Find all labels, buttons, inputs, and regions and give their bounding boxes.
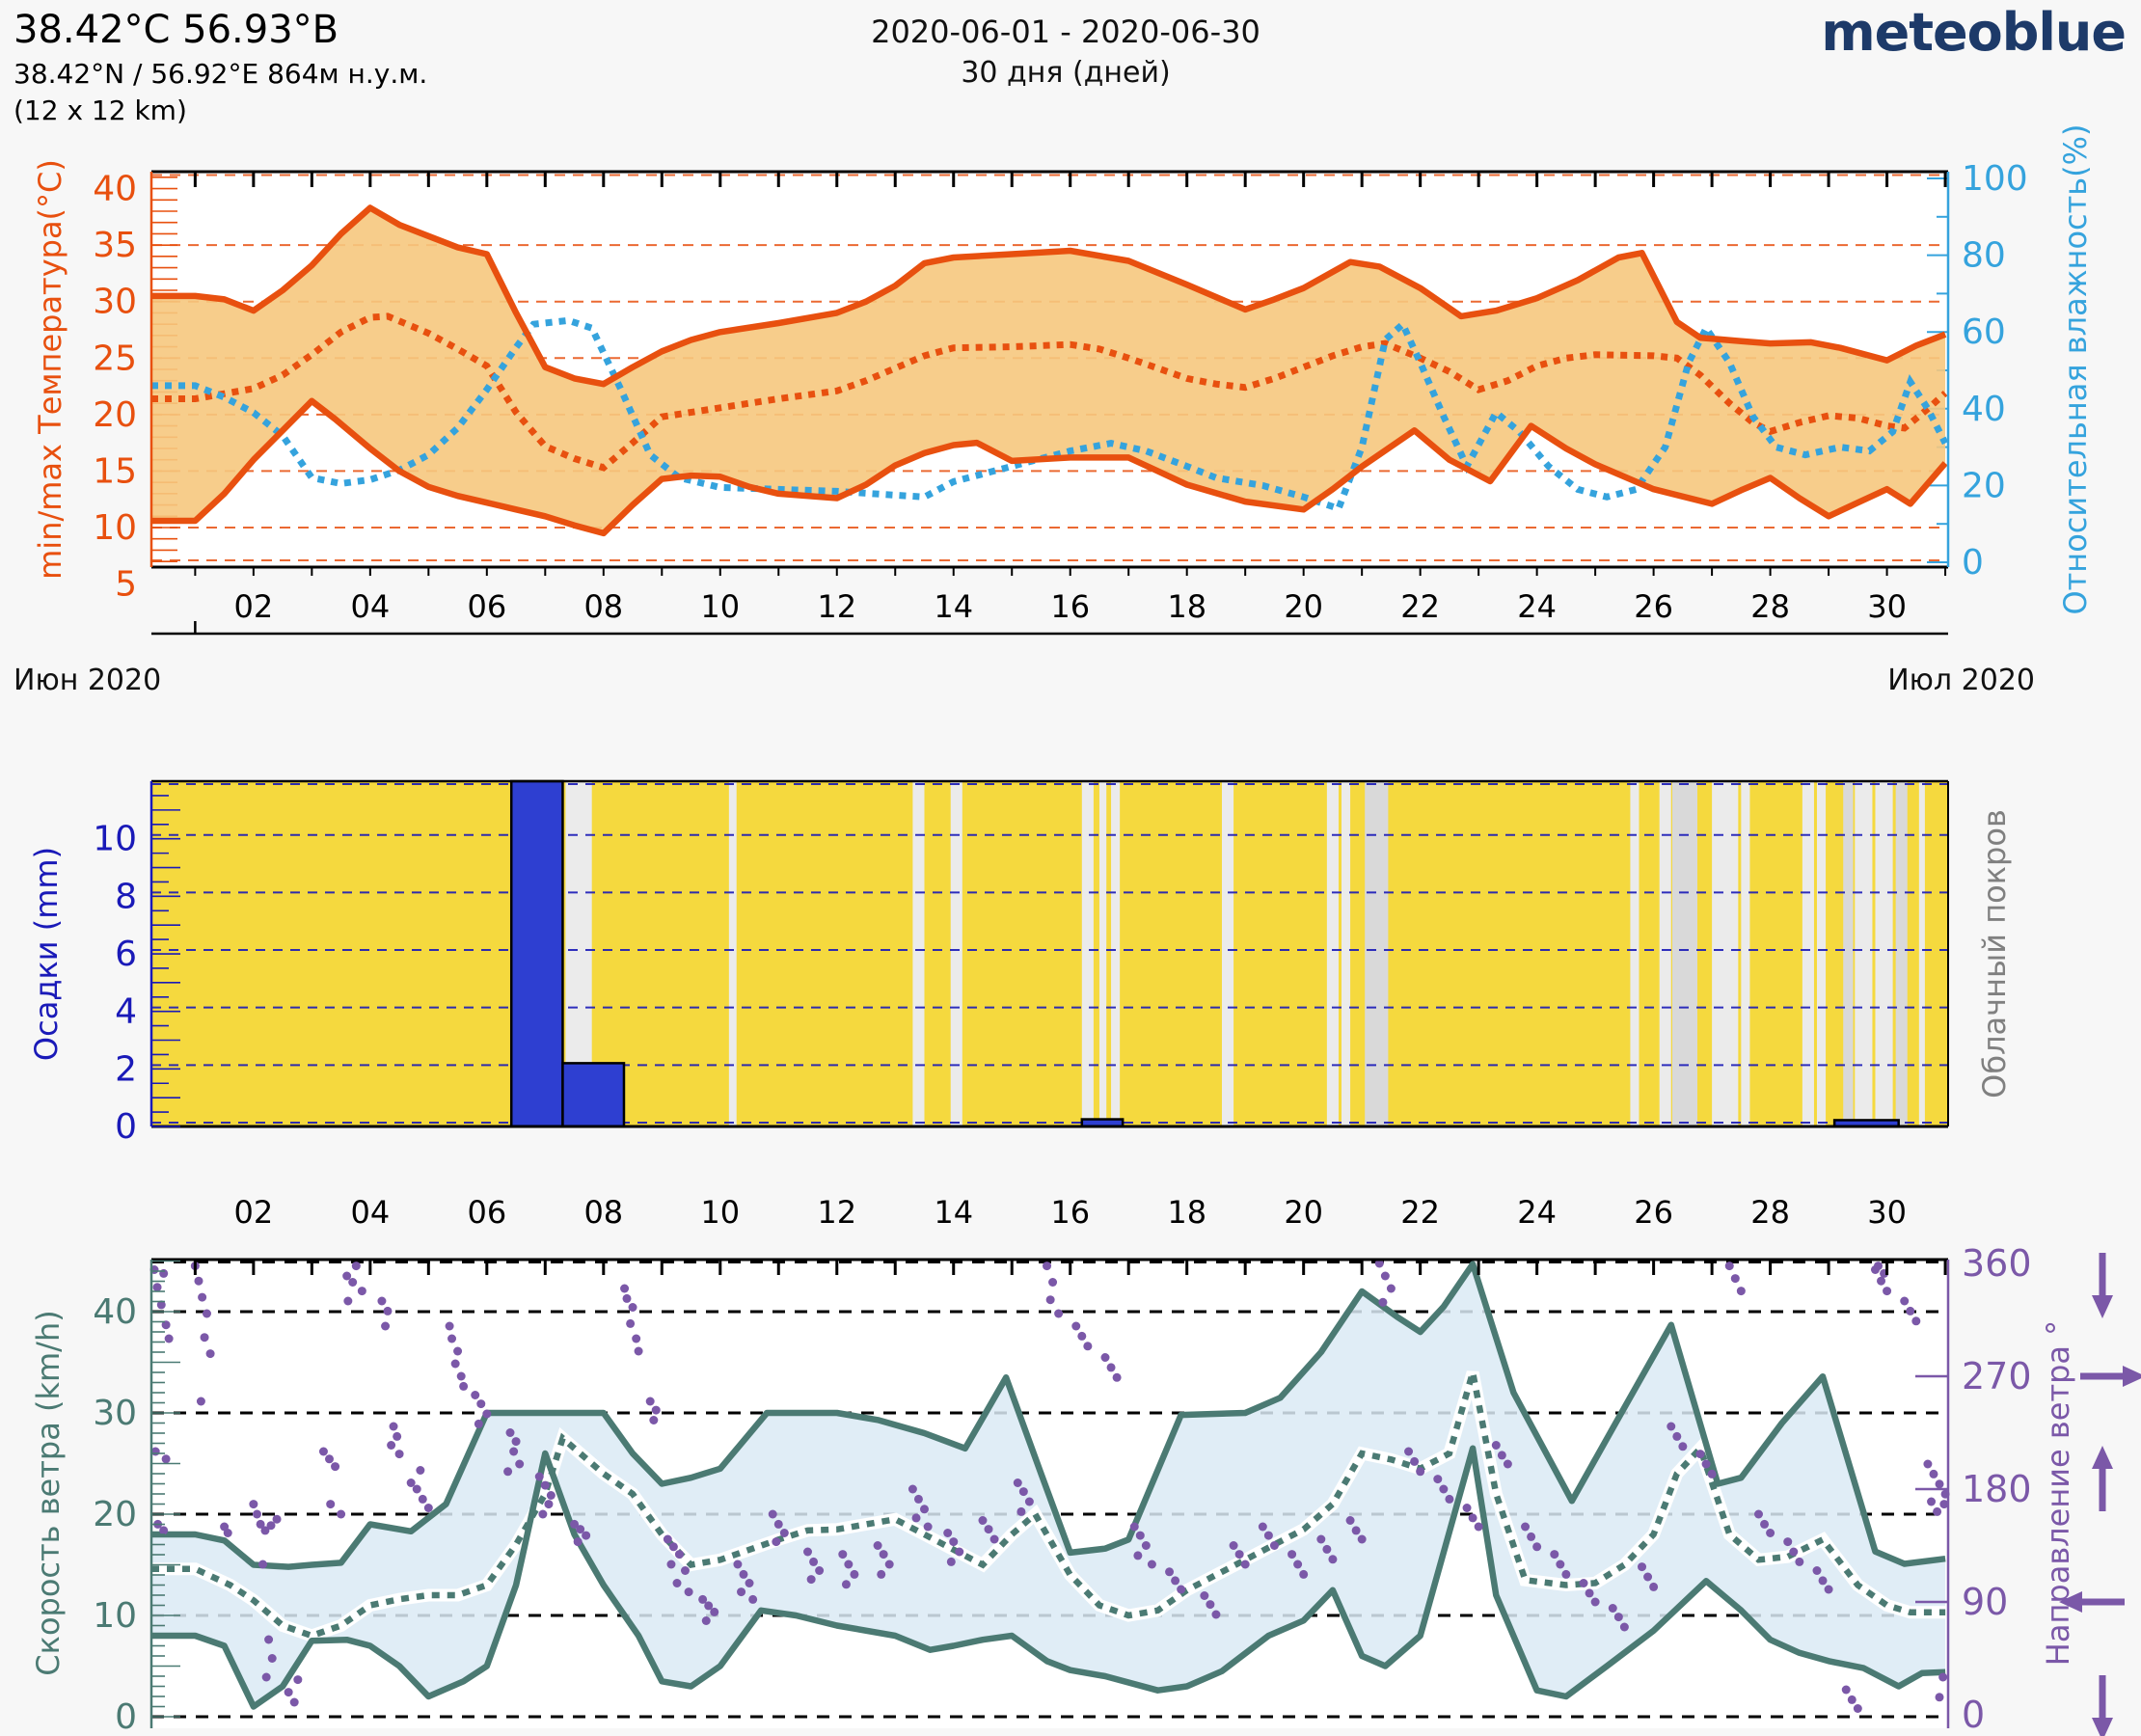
temp-axis-label: min/max Температура(°C) [32, 159, 68, 580]
month-label-june: Июн 2020 [14, 664, 162, 697]
svg-text:80: 80 [1962, 236, 2006, 276]
svg-text:20: 20 [93, 1495, 137, 1534]
svg-text:0: 0 [1962, 1694, 1985, 1736]
svg-text:16: 16 [1050, 588, 1090, 625]
svg-text:180: 180 [1962, 1468, 2032, 1510]
svg-text:18: 18 [1167, 1194, 1206, 1231]
svg-text:10: 10 [93, 508, 137, 548]
svg-text:10: 10 [93, 820, 137, 859]
svg-text:0: 0 [115, 1107, 137, 1147]
svg-text:26: 26 [1634, 1194, 1673, 1231]
day-count: 30 дня (дней) [961, 56, 1171, 90]
svg-text:8: 8 [115, 877, 137, 916]
svg-text:5: 5 [115, 565, 137, 605]
svg-text:10: 10 [700, 588, 740, 625]
svg-text:10: 10 [700, 1194, 740, 1231]
coordinates-line: 38.42°N / 56.92°E 864м н.у.м. [14, 58, 428, 90]
svg-text:100: 100 [1962, 159, 2028, 199]
precip-axis-label: Осадки (mm) [28, 846, 65, 1062]
svg-text:20: 20 [1962, 466, 2006, 505]
svg-text:02: 02 [233, 588, 273, 625]
svg-text:28: 28 [1750, 588, 1790, 625]
svg-text:270: 270 [1962, 1355, 2032, 1397]
month-label-july: Июл 2020 [1887, 664, 2035, 697]
svg-text:12: 12 [817, 588, 856, 625]
svg-text:6: 6 [115, 935, 137, 974]
svg-text:35: 35 [93, 226, 137, 265]
svg-text:360: 360 [1962, 1242, 2032, 1285]
svg-text:06: 06 [467, 588, 506, 625]
svg-text:2: 2 [115, 1049, 137, 1089]
svg-text:40: 40 [1962, 390, 2006, 429]
svg-text:24: 24 [1517, 1194, 1557, 1231]
svg-text:16: 16 [1050, 1194, 1090, 1231]
svg-text:30: 30 [93, 283, 137, 322]
svg-text:4: 4 [115, 992, 137, 1032]
svg-text:18: 18 [1167, 588, 1206, 625]
svg-text:60: 60 [1962, 312, 2006, 352]
page-title: 38.42°C 56.93°В [14, 8, 339, 52]
svg-text:40: 40 [93, 1292, 137, 1332]
svg-text:0: 0 [115, 1697, 137, 1736]
meteoblue-logo: meteoblue [1821, 2, 2127, 63]
svg-text:08: 08 [583, 1194, 623, 1231]
svg-text:14: 14 [934, 1194, 973, 1231]
date-range: 2020-06-01 - 2020-06-30 [871, 14, 1260, 50]
svg-text:22: 22 [1400, 588, 1440, 625]
svg-text:20: 20 [93, 395, 137, 435]
svg-text:30: 30 [1867, 1194, 1907, 1231]
svg-text:28: 28 [1750, 1194, 1790, 1231]
svg-text:0: 0 [1962, 543, 1984, 583]
svg-text:30: 30 [93, 1394, 137, 1433]
wind-axis-label: Скорость ветра (km/h) [30, 1310, 67, 1676]
svg-text:40: 40 [93, 170, 137, 209]
svg-text:12: 12 [817, 1194, 856, 1231]
svg-text:15: 15 [93, 451, 137, 491]
svg-text:24: 24 [1517, 588, 1557, 625]
svg-text:90: 90 [1962, 1581, 2008, 1623]
svg-text:02: 02 [233, 1194, 273, 1231]
svg-text:14: 14 [934, 588, 973, 625]
svg-text:04: 04 [350, 588, 390, 625]
svg-text:20: 20 [1284, 588, 1323, 625]
svg-text:30: 30 [1867, 588, 1907, 625]
svg-text:25: 25 [93, 339, 137, 378]
svg-text:20: 20 [1284, 1194, 1323, 1231]
svg-text:22: 22 [1400, 1194, 1440, 1231]
cloud-axis-label: Облачный покров [1976, 809, 2013, 1099]
svg-text:04: 04 [350, 1194, 390, 1231]
svg-text:06: 06 [467, 1194, 506, 1231]
grid-resolution: (12 x 12 km) [14, 95, 187, 126]
svg-text:10: 10 [93, 1596, 137, 1636]
direction-axis-label: Направление ветра ° [2040, 1319, 2076, 1667]
svg-text:26: 26 [1634, 588, 1673, 625]
humidity-axis-label: Относительная влажность(%) [2057, 123, 2094, 615]
svg-text:08: 08 [583, 588, 623, 625]
